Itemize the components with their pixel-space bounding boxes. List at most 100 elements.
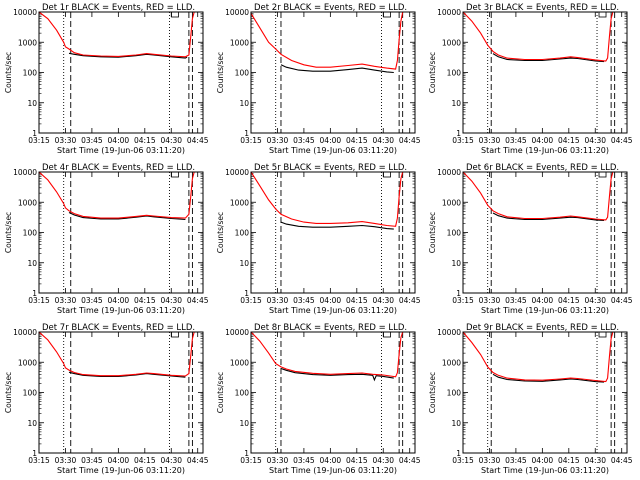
- panel-det-1: Det 1r BLACK = Events, RED = LLD. 1 10 100 1…: [4, 3, 209, 155]
- y-tick-label: 1: [32, 449, 37, 458]
- panel-det-2: Det 2r BLACK = Events, RED = LLD. 1 10 100 1…: [216, 3, 421, 155]
- y-axis-label: Counts/sec: [4, 212, 13, 253]
- y-tick-label: 10000: [437, 328, 461, 337]
- y-tick-label: 100: [235, 229, 250, 238]
- events-series-line: [280, 367, 394, 382]
- y-tick-label: 1: [32, 289, 37, 298]
- y-tick-label: 1000: [18, 198, 37, 207]
- plot-frame: [250, 331, 416, 454]
- x-tick-label: 04:15: [134, 296, 156, 305]
- x-tick-label: 04:00: [320, 296, 342, 305]
- panel-det-4: Det 4r BLACK = Events, RED = LLD. 1 10 100 1…: [4, 163, 209, 315]
- lld-series-line: [251, 332, 404, 378]
- x-axis-label: Start Time (19-Jun-06 03:11:20): [57, 306, 185, 315]
- x-axis-label: Start Time (19-Jun-06 03:11:20): [57, 146, 185, 155]
- y-axis-label: Counts/sec: [428, 52, 437, 93]
- y-axis-label: Counts/sec: [4, 52, 13, 93]
- panel-det-8: Det 8r BLACK = Events, RED = LLD. 1 10 100 1…: [216, 323, 421, 475]
- x-tick-label: 03:45: [505, 456, 527, 465]
- x-tick-label: 04:45: [399, 296, 421, 305]
- lld-series-line: [251, 12, 404, 70]
- y-tick-label: 10000: [225, 8, 249, 17]
- x-tick-label: 03:15: [452, 456, 474, 465]
- x-axis-label: Start Time (19-Jun-06 03:11:20): [481, 146, 609, 155]
- plot-frame: [462, 11, 628, 134]
- events-series-line: [492, 373, 605, 383]
- plot-frame: [38, 11, 204, 134]
- y-tick-label: 100: [447, 229, 462, 238]
- x-tick-label: 04:45: [611, 456, 633, 465]
- x-tick-label: 03:15: [452, 136, 474, 145]
- x-tick-label: 04:00: [532, 136, 554, 145]
- events-series-line: [280, 221, 394, 230]
- y-tick-label: 1: [456, 129, 461, 138]
- y-tick-label: 1000: [230, 358, 249, 367]
- y-tick-label: 1000: [230, 198, 249, 207]
- panel-title: Det 4r BLACK = Events, RED = LLD.: [42, 163, 195, 173]
- x-tick-label: 03:45: [81, 136, 103, 145]
- x-tick-label: 04:45: [611, 296, 633, 305]
- lld-series-line: [251, 172, 404, 227]
- panel-det-9: Det 9r BLACK = Events, RED = LLD. 1 10 100 1…: [428, 323, 633, 475]
- x-tick-label: 03:45: [505, 136, 527, 145]
- x-axis-label: Start Time (19-Jun-06 03:11:20): [269, 306, 397, 315]
- y-tick-label: 100: [235, 389, 250, 398]
- x-tick-label: 04:30: [372, 296, 394, 305]
- y-tick-label: 10: [239, 419, 249, 428]
- y-tick-label: 1: [244, 129, 249, 138]
- x-tick-label: 04:15: [558, 136, 580, 145]
- x-axis-label: Start Time (19-Jun-06 03:11:20): [481, 466, 609, 475]
- y-tick-label: 10: [239, 259, 249, 268]
- y-tick-label: 1: [244, 289, 249, 298]
- y-tick-label: 10: [451, 99, 461, 108]
- x-tick-label: 03:30: [55, 456, 77, 465]
- x-tick-label: 04:30: [584, 456, 606, 465]
- x-tick-label: 03:45: [505, 296, 527, 305]
- panel-title: Det 5r BLACK = Events, RED = LLD.: [254, 163, 407, 173]
- y-tick-label: 10000: [13, 8, 37, 17]
- panel-det-3: Det 3r BLACK = Events, RED = LLD. 1 10 100 1…: [428, 3, 633, 155]
- y-tick-label: 1: [456, 289, 461, 298]
- x-tick-label: 03:45: [293, 136, 315, 145]
- x-tick-label: 04:45: [399, 136, 421, 145]
- y-tick-label: 100: [447, 389, 462, 398]
- y-axis-label: Counts/sec: [428, 212, 437, 253]
- plot-frame: [462, 331, 628, 454]
- x-tick-label: 04:00: [108, 296, 130, 305]
- x-tick-label: 04:00: [532, 456, 554, 465]
- y-tick-label: 1000: [442, 358, 461, 367]
- y-tick-label: 100: [447, 69, 462, 78]
- x-tick-label: 03:15: [28, 456, 50, 465]
- y-axis-label: Counts/sec: [428, 372, 437, 413]
- y-tick-label: 10: [27, 259, 37, 268]
- x-tick-label: 04:00: [532, 296, 554, 305]
- y-tick-label: 1000: [230, 38, 249, 47]
- y-tick-label: 1000: [18, 38, 37, 47]
- panel-det-6: Det 6r BLACK = Events, RED = LLD. 1 10 100 1…: [428, 163, 633, 315]
- panel-det-5: Det 5r BLACK = Events, RED = LLD. 1 10 100 1…: [216, 163, 421, 315]
- x-tick-label: 03:15: [452, 296, 474, 305]
- y-tick-label: 10: [451, 259, 461, 268]
- y-tick-label: 10000: [437, 168, 461, 177]
- y-tick-label: 10000: [225, 328, 249, 337]
- x-tick-label: 04:45: [187, 456, 209, 465]
- lld-series-line: [463, 12, 614, 62]
- y-tick-label: 100: [23, 229, 38, 238]
- x-tick-label: 04:15: [346, 296, 368, 305]
- lld-series-line: [463, 172, 614, 221]
- lld-series-line: [463, 332, 614, 383]
- y-tick-label: 1: [32, 129, 37, 138]
- x-tick-label: 03:15: [240, 456, 262, 465]
- x-tick-label: 04:00: [320, 456, 342, 465]
- x-tick-label: 04:30: [160, 136, 182, 145]
- x-tick-label: 03:45: [81, 456, 103, 465]
- panel-title: Det 7r BLACK = Events, RED = LLD.: [42, 323, 195, 333]
- y-tick-label: 10000: [225, 168, 249, 177]
- x-tick-label: 03:30: [267, 456, 289, 465]
- events-series-line: [492, 53, 605, 63]
- y-tick-label: 10000: [13, 168, 37, 177]
- panel-title: Det 8r BLACK = Events, RED = LLD.: [254, 323, 407, 333]
- x-tick-label: 04:30: [584, 296, 606, 305]
- events-series-line: [68, 371, 186, 378]
- x-tick-label: 04:45: [399, 456, 421, 465]
